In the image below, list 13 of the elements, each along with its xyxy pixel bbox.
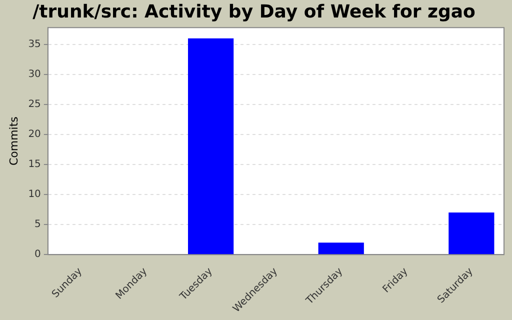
y-tick-label: 0 [34,249,41,260]
bar [448,212,494,254]
y-tick-label: 20 [28,129,41,140]
chart-title: /trunk/src: Activity by Day of Week for zgao [32,1,476,22]
bar [188,38,234,254]
bar [318,242,364,254]
y-tick-label: 35 [28,39,41,50]
y-tick-label: 25 [28,99,41,110]
y-tick-label: 15 [28,159,41,170]
y-tick-label: 30 [28,69,41,80]
y-tick-label: 5 [34,219,41,230]
y-axis-title: Commits [7,116,20,166]
y-tick-label: 10 [28,189,41,200]
